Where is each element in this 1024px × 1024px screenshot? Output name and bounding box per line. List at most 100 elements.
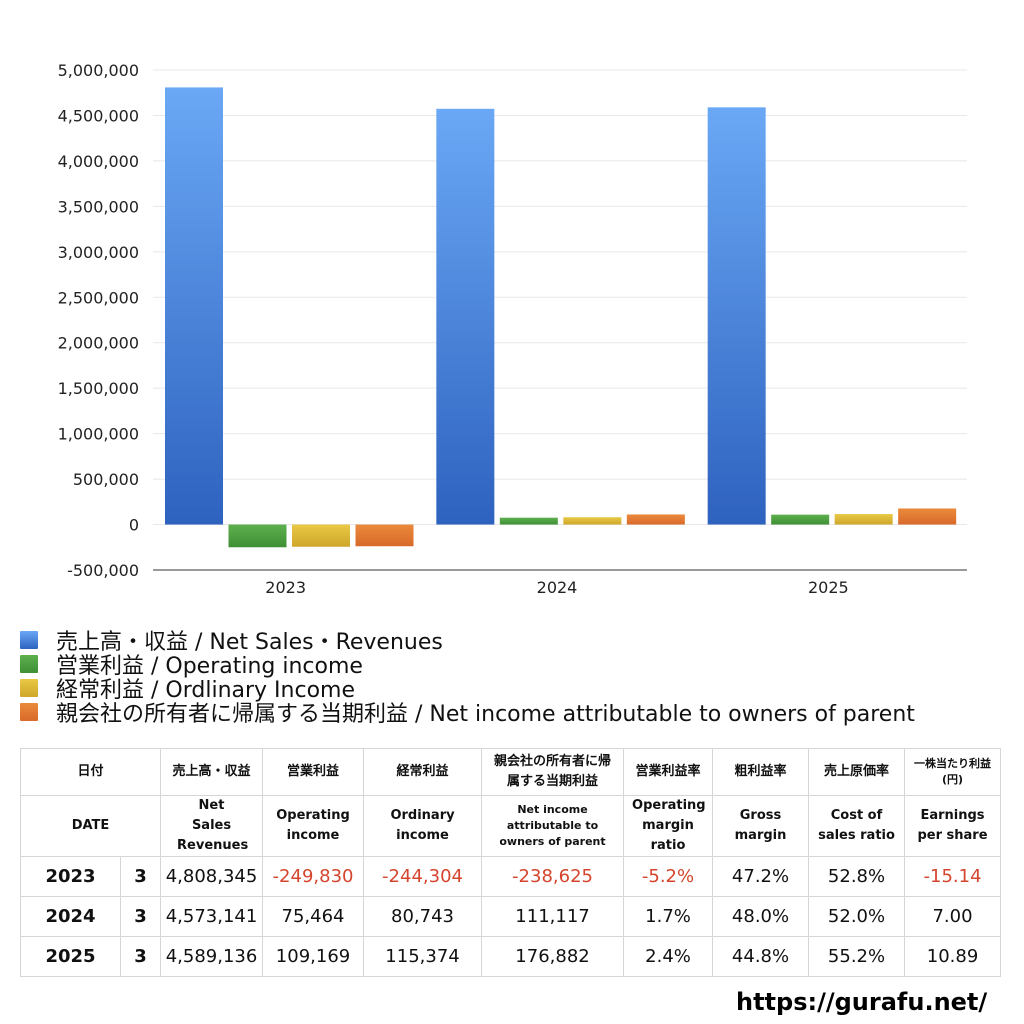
y-tick-label: 0 bbox=[129, 516, 139, 535]
y-axis-ticks: 5,000,000 4,500,000 4,000,000 3,500,000 3,00… bbox=[58, 61, 139, 580]
header-ord-jp: 経常利益 bbox=[363, 748, 483, 796]
table-row: 2025 3 4,589,136 109,169 115,374 176,882… bbox=[20, 936, 1002, 977]
y-tick-label: 2,500,000 bbox=[58, 288, 139, 307]
header-row-en: DATE Net Sales Revenues Operating income… bbox=[19, 795, 1002, 857]
header-row-jp: 日付 売上高・収益 営業利益 経常利益 親会社の所有者に帰属する当期利益 営業利… bbox=[19, 748, 1002, 796]
cell-net-income: 111,117 bbox=[481, 896, 625, 937]
bars bbox=[165, 87, 957, 548]
cell-year: 2024 bbox=[20, 896, 121, 937]
cell-op-margin: 1.7% bbox=[623, 896, 714, 937]
cell-year: 2025 bbox=[20, 936, 121, 977]
header-ord-en: Ordinary income bbox=[363, 795, 483, 857]
header-opm-en: Operating margin ratio bbox=[623, 795, 714, 857]
cell-operating: 109,169 bbox=[262, 936, 365, 977]
cell-ordinary: 115,374 bbox=[363, 936, 483, 977]
cell-operating: -249,830 bbox=[262, 856, 365, 897]
header-date-en: DATE bbox=[19, 795, 162, 857]
bar-net-income-2024 bbox=[626, 514, 685, 525]
bar-sales-2025 bbox=[707, 107, 766, 525]
cell-month: 3 bbox=[119, 856, 162, 897]
legend-label-ordinary: 経常利益 / Ordlinary Income bbox=[56, 678, 355, 703]
header-opm-jp: 営業利益率 bbox=[623, 748, 714, 796]
financial-table: 日付 売上高・収益 営業利益 経常利益 親会社の所有者に帰属する当期利益 営業利… bbox=[19, 748, 1002, 977]
bar-sales-2024 bbox=[436, 108, 495, 525]
x-category-label: 2025 bbox=[808, 578, 849, 597]
y-tick-label: 3,500,000 bbox=[58, 197, 139, 216]
header-eps-en: Earnings per share bbox=[904, 795, 1002, 857]
cell-gross-margin: 48.0% bbox=[712, 896, 810, 937]
cell-month: 3 bbox=[119, 936, 162, 977]
legend: 売上高・収益 / Net Sales・Revenues 営業利益 / Opera… bbox=[20, 628, 915, 727]
cell-sales: 4,589,136 bbox=[160, 936, 264, 977]
cell-eps: 10.89 bbox=[904, 936, 1002, 977]
cell-cost-ratio: 52.8% bbox=[808, 856, 906, 897]
legend-swatch-net-income bbox=[20, 703, 38, 721]
cell-eps: -15.14 bbox=[904, 856, 1002, 897]
y-tick-label: 5,000,000 bbox=[58, 61, 139, 80]
y-tick-label: 2,000,000 bbox=[58, 334, 139, 353]
cell-operating: 75,464 bbox=[262, 896, 365, 937]
header-eps-jp: 一株当たり利益(円) bbox=[904, 748, 1002, 796]
cell-year: 2023 bbox=[20, 856, 121, 897]
grid-lines bbox=[153, 69, 967, 526]
x-category-label: 2023 bbox=[265, 578, 306, 597]
bar-ordinary-2025 bbox=[834, 514, 893, 525]
legend-label-net-income: 親会社の所有者に帰属する当期利益 / Net income attributab… bbox=[56, 702, 915, 727]
legend-item-net-income: 親会社の所有者に帰属する当期利益 / Net income attributab… bbox=[20, 700, 915, 727]
legend-swatch-sales bbox=[20, 631, 38, 649]
legend-swatch-ordinary bbox=[20, 679, 38, 697]
header-date-jp: 日付 bbox=[19, 748, 162, 796]
y-tick-label: 500,000 bbox=[73, 470, 139, 489]
header-op-jp: 営業利益 bbox=[262, 748, 365, 796]
y-tick-label: 1,000,000 bbox=[58, 425, 139, 444]
y-tick-label: -500,000 bbox=[67, 561, 139, 580]
site-url[interactable]: https://gurafu.net/ bbox=[736, 988, 988, 1016]
legend-item-operating: 営業利益 / Operating income bbox=[20, 652, 915, 679]
header-cos-jp: 売上原価率 bbox=[808, 748, 906, 796]
table-row: 2023 3 4,808,345 -249,830 -244,304 -238,… bbox=[20, 856, 1002, 897]
header-net-en: Net income attributable to owners of par… bbox=[481, 795, 625, 857]
y-tick-label: 3,000,000 bbox=[58, 243, 139, 262]
legend-item-sales: 売上高・収益 / Net Sales・Revenues bbox=[20, 628, 915, 655]
cell-op-margin: -5.2% bbox=[623, 856, 714, 897]
cell-month: 3 bbox=[119, 896, 162, 937]
legend-label-sales: 売上高・収益 / Net Sales・Revenues bbox=[56, 630, 443, 655]
legend-label-operating: 営業利益 / Operating income bbox=[56, 654, 363, 679]
bar-operating-2023 bbox=[228, 524, 287, 548]
table-row: 2024 3 4,573,141 75,464 80,743 111,117 1… bbox=[20, 896, 1002, 937]
cell-cost-ratio: 52.0% bbox=[808, 896, 906, 937]
bar-ordinary-2023 bbox=[292, 524, 350, 547]
bar-net-income-2023 bbox=[355, 524, 414, 547]
legend-swatch-operating bbox=[20, 655, 38, 673]
x-category-label: 2024 bbox=[537, 578, 578, 597]
cell-net-income: -238,625 bbox=[481, 856, 625, 897]
bar-chart: 5,000,000 4,500,000 4,000,000 3,500,000 3,00… bbox=[58, 61, 967, 597]
bar-sales-2023 bbox=[165, 87, 223, 525]
bar-ordinary-2024 bbox=[563, 517, 622, 525]
header-gm-jp: 粗利益率 bbox=[712, 748, 810, 796]
cell-gross-margin: 44.8% bbox=[712, 936, 810, 977]
y-tick-label: 1,500,000 bbox=[58, 379, 139, 398]
header-op-en: Operating income bbox=[262, 795, 365, 857]
y-tick-label: 4,500,000 bbox=[58, 106, 139, 125]
header-gm-en: Gross margin bbox=[712, 795, 810, 857]
bar-operating-2025 bbox=[771, 514, 830, 525]
cell-net-income: 176,882 bbox=[481, 936, 625, 977]
x-axis-categories: 2023 2024 2025 bbox=[265, 578, 848, 597]
header-net-jp: 親会社の所有者に帰属する当期利益 bbox=[481, 748, 625, 796]
bar-net-income-2025 bbox=[898, 508, 957, 525]
header-cos-en: Cost of sales ratio bbox=[808, 795, 906, 857]
cell-ordinary: -244,304 bbox=[363, 856, 483, 897]
legend-item-ordinary: 経常利益 / Ordlinary Income bbox=[20, 676, 915, 703]
cell-ordinary: 80,743 bbox=[363, 896, 483, 937]
bar-operating-2024 bbox=[499, 517, 558, 525]
cell-op-margin: 2.4% bbox=[623, 936, 714, 977]
cell-sales: 4,573,141 bbox=[160, 896, 264, 937]
cell-sales: 4,808,345 bbox=[160, 856, 264, 897]
cell-cost-ratio: 55.2% bbox=[808, 936, 906, 977]
header-sales-jp: 売上高・収益 bbox=[160, 748, 264, 796]
y-tick-label: 4,000,000 bbox=[58, 152, 139, 171]
header-sales-en: Net Sales Revenues bbox=[160, 795, 264, 857]
cell-eps: 7.00 bbox=[904, 896, 1002, 937]
cell-gross-margin: 47.2% bbox=[712, 856, 810, 897]
